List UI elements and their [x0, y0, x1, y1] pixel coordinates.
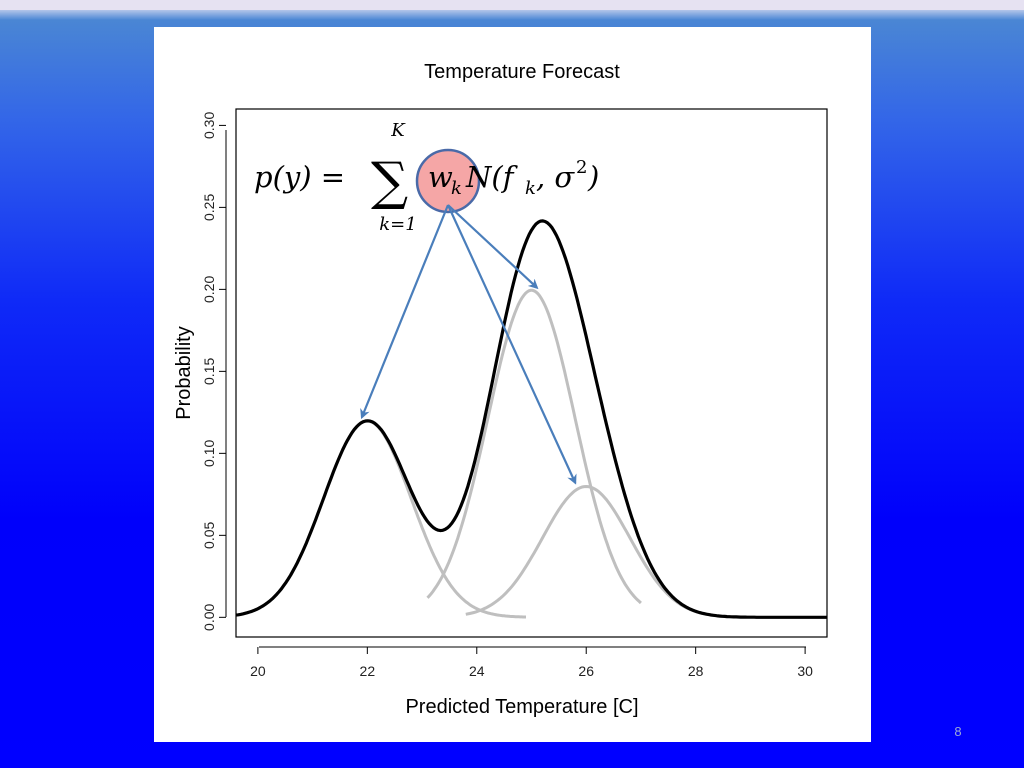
- formula-weight-subscript: k: [451, 178, 462, 199]
- y-tick-label: 0.00: [201, 603, 217, 630]
- y-tick-label: 0.15: [201, 358, 217, 385]
- formula-lower-limit: k=1: [379, 214, 416, 235]
- x-ticks: 20 22 24 26 28 30: [250, 647, 813, 679]
- formula-sum-symbol: ∑: [371, 152, 408, 212]
- formula-lhs: p(y) =: [254, 160, 345, 194]
- slide-top-band: [0, 0, 1024, 10]
- x-tick-label: 26: [578, 663, 594, 679]
- x-tick-label: 20: [250, 663, 266, 679]
- component-curve-3: [465, 484, 707, 616]
- formula-arrows: [360, 204, 577, 485]
- mixture-curve: [235, 219, 827, 619]
- page-number: 8: [954, 724, 962, 739]
- formula-normal-superscript: 2: [576, 157, 587, 178]
- x-axis-label: Predicted Temperature [C]: [405, 696, 638, 718]
- chart-panel: Temperature Forecast 20 22 24 26 28 30 0.00 0.…: [154, 27, 871, 742]
- y-ticks: 0.00 0.05 0.10 0.15 0.20 0.25 0.30: [201, 112, 226, 631]
- weight-highlight-circle: [415, 148, 481, 214]
- plot-frame: [235, 108, 828, 638]
- mixture-layer: [235, 219, 827, 619]
- formula-normal: N(f: [465, 160, 519, 194]
- x-tick-label: 30: [797, 663, 813, 679]
- y-tick-label: 0.20: [201, 276, 217, 303]
- y-tick-label: 0.25: [201, 194, 217, 221]
- formula-upper-limit: K: [390, 120, 406, 141]
- x-tick-label: 24: [469, 663, 485, 679]
- y-tick-label: 0.05: [201, 521, 217, 548]
- y-tick-label: 0.30: [201, 112, 217, 139]
- y-tick-label: 0.10: [201, 440, 217, 467]
- formula-normal-rest: , σ: [536, 160, 575, 194]
- x-tick-label: 22: [360, 663, 376, 679]
- formula: p(y) = ∑ K k=1 w k N(f k , σ 2 ): [254, 120, 599, 485]
- weight-arrow-3: [446, 204, 577, 485]
- x-tick-label: 28: [688, 663, 704, 679]
- formula-normal-close: ): [587, 160, 599, 194]
- chart-svg: Temperature Forecast 20 22 24 26 28 30 0.000.…: [173, 61, 828, 718]
- weight-arrow-2: [447, 204, 539, 290]
- formula-normal-subscript: k: [525, 178, 536, 199]
- chart-title: Temperature Forecast: [424, 61, 620, 83]
- formula-weight: w: [428, 160, 453, 194]
- weight-arrow-1: [360, 204, 450, 420]
- component-curve-1: [349, 419, 526, 619]
- component-curve-2: [426, 288, 642, 605]
- y-axis-label: Probability: [173, 326, 195, 419]
